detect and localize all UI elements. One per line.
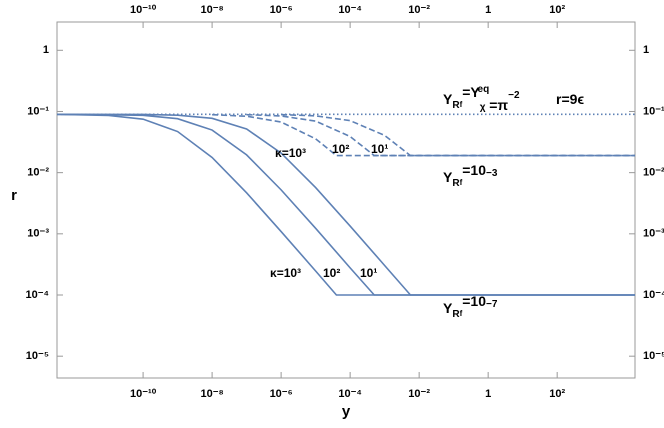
annotation: κ=10³ (275, 146, 306, 160)
series-line (56, 113, 635, 296)
x-tick-label: 10⁻⁴ (338, 388, 361, 400)
y-tick-label: 1 (43, 44, 49, 56)
x-tick-label-top: 10⁻⁴ (338, 4, 361, 16)
annotation-part: =10 (462, 162, 486, 178)
y-tick-label-right: 10⁻¹ (643, 105, 664, 117)
annotation-part: R (452, 178, 460, 189)
series-line (281, 113, 635, 157)
annotation-part: κ=10³ (275, 146, 306, 160)
annotation-part: −3 (486, 168, 498, 179)
y-tick-label-right: 10⁻² (643, 167, 664, 179)
annotation-part: Y (443, 300, 453, 316)
x-tick-label: 10⁻¹⁰ (130, 388, 157, 400)
y-tick-label: 10⁻¹ (27, 105, 49, 117)
plot-frame (56, 21, 636, 379)
x-tick-label: 1 (485, 388, 491, 400)
annotation-part: =π (489, 97, 508, 113)
x-tick-label-top: 10⁻⁸ (200, 4, 223, 16)
series-line (56, 113, 635, 296)
annotation-part: f (460, 100, 463, 109)
x-tick-label: 10⁻² (408, 388, 430, 400)
annotation-part: f (460, 309, 463, 318)
x-tick-label-top: 10² (549, 4, 565, 16)
annotation-part: χ (480, 102, 486, 113)
y-tick-label-right: 10⁻⁵ (643, 350, 664, 362)
annotation: YRf=Yχ eq =π−2 (443, 84, 520, 113)
annotation: κ=10³ (270, 266, 301, 280)
x-tick-label-top: 10⁻¹⁰ (130, 4, 157, 16)
annotation-part: Y (443, 169, 453, 185)
annotation: YRf=10−3 (443, 162, 498, 189)
annotation-part: 10¹ (360, 266, 377, 280)
annotation-part: =Y (462, 84, 480, 100)
annotation-part: −7 (486, 299, 498, 310)
x-tick-label-top: 10⁻² (408, 4, 430, 16)
x-tick-label-top: 10⁻⁶ (270, 4, 293, 16)
annotation: 10¹ (371, 142, 388, 156)
annotation: r=9ϵ (556, 91, 584, 107)
x-tick-label: 10⁻⁶ (270, 388, 293, 400)
y-tick-label: 10⁻⁴ (26, 289, 49, 301)
annotation: 10² (323, 266, 340, 280)
y-tick-label: 10⁻³ (27, 228, 49, 240)
y-tick-label-right: 10⁻⁴ (643, 289, 664, 301)
annotation-part: 10² (332, 142, 349, 156)
annotation-part: 10¹ (371, 142, 388, 156)
x-tick-label-top: 1 (485, 4, 491, 16)
annotation-part: R (452, 309, 460, 320)
annotation-part: eq (478, 84, 490, 95)
y-tick-label-right: 1 (643, 44, 649, 56)
annotation-part: f (460, 178, 463, 187)
annotation-part: r=9ϵ (556, 91, 584, 107)
annotation-part: κ=10³ (270, 266, 301, 280)
annotation: YRf=10−7 (443, 293, 498, 320)
annotation-part: −2 (508, 90, 520, 101)
annotation-part: Y (443, 91, 453, 107)
x-axis-label: y (342, 403, 351, 420)
x-tick-label: 10² (549, 388, 565, 400)
annotation-part: 10² (323, 266, 340, 280)
y-tick-label-right: 10⁻³ (643, 228, 664, 240)
annotation: 10¹ (360, 266, 377, 280)
annotation: 10² (332, 142, 349, 156)
series-line (56, 113, 635, 296)
y-tick-label: 10⁻⁵ (26, 350, 49, 362)
y-axis-label: r (11, 187, 17, 204)
x-tick-label: 10⁻⁸ (200, 388, 223, 400)
annotation-part: R (452, 100, 460, 111)
y-tick-label: 10⁻² (27, 167, 49, 179)
annotation-part: =10 (462, 293, 486, 309)
